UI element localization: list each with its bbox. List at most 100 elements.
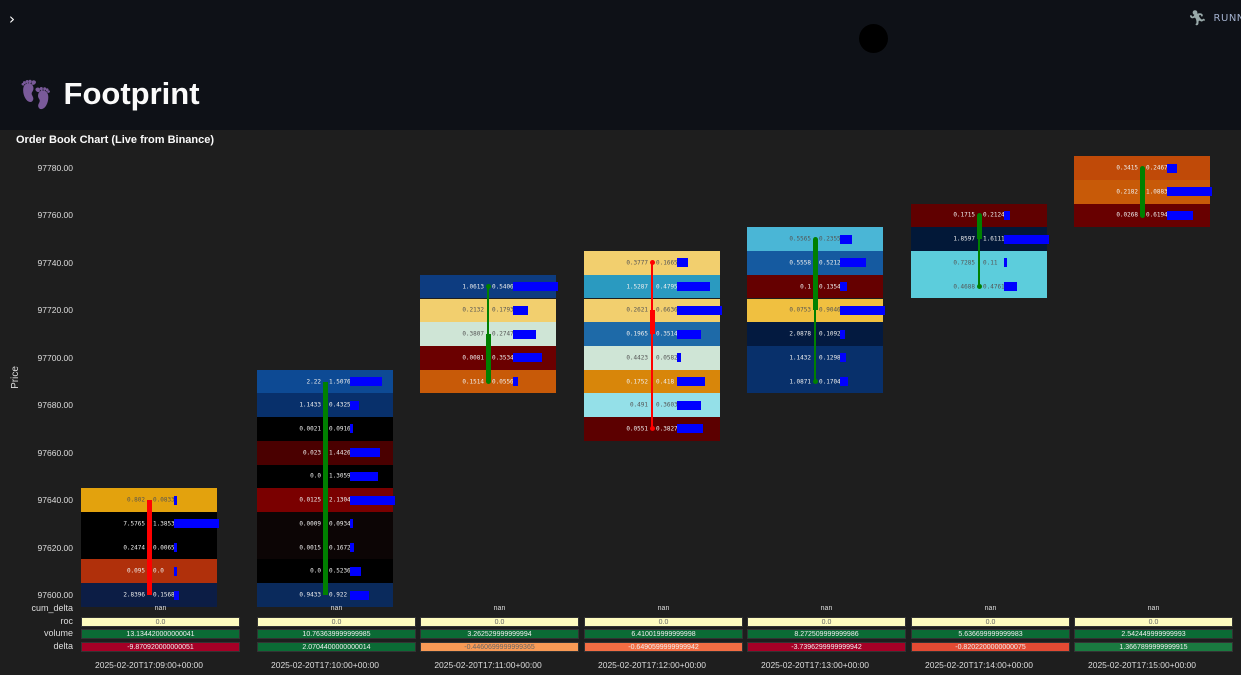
buy-volume: 1.0613 [462, 283, 484, 291]
sell-volume: 0.2467 [1146, 164, 1168, 172]
table-cell-delta: 2.0704400000000014 [257, 642, 416, 652]
volume-bar [1167, 163, 1178, 173]
table-cell-delta: -3.7396299999999942 [747, 642, 906, 652]
y-tick-label: 97640.00 [37, 495, 73, 506]
buy-volume: 0.0081 [462, 354, 484, 362]
table-cell-roc: 0.0 [81, 617, 240, 627]
candle-marker [485, 284, 491, 290]
page-title: 👣︎ Footprint [18, 76, 200, 111]
y-tick-label: 97740.00 [37, 257, 73, 268]
sell-volume: 0.0 [153, 567, 164, 575]
table-cell-volume: 10.763639999999985 [257, 629, 416, 639]
buy-volume: 0.0021 [299, 425, 321, 433]
sell-volume: 0.0916 [329, 425, 351, 433]
buy-volume: 0.3415 [1116, 164, 1138, 172]
sell-volume: 2.1304 [329, 496, 351, 504]
volume-bar [1004, 210, 1010, 220]
sell-volume: 0.0065 [153, 544, 175, 552]
buy-volume: 0.802 [126, 496, 145, 504]
sell-volume: 0.6636 [656, 306, 678, 314]
x-tick-label: 2025-02-20T17:15:00+00:00 [1088, 660, 1196, 670]
table-cell-delta: -0.4460699999999365 [420, 642, 579, 652]
buy-volume: 0.0753 [789, 306, 811, 314]
y-tick-label: 97720.00 [37, 305, 73, 316]
candle-wick [651, 262, 653, 429]
table-cell-volume: 13.134420000000041 [81, 629, 240, 639]
table-cell-roc: 0.0 [257, 617, 416, 627]
sell-volume: 0.922 [329, 591, 348, 599]
table-cell-cum-delta: nan [820, 605, 833, 612]
volume-bar [677, 305, 722, 315]
candle-body [1139, 168, 1145, 216]
buy-volume: 0.0268 [1116, 211, 1138, 219]
chevron-right-icon[interactable]: › [9, 10, 15, 28]
candle-marker [812, 379, 818, 385]
volume-bar [513, 377, 518, 387]
y-axis-label: Price [9, 366, 21, 389]
volume-bar [174, 566, 177, 576]
volume-bar [350, 377, 382, 387]
volume-bar [350, 448, 381, 458]
candle-body [485, 334, 491, 382]
volume-bar [350, 471, 378, 481]
sell-volume: 0.1354 [819, 283, 841, 291]
table-cell-volume: 8.272509999999986 [747, 629, 906, 639]
sell-volume: 0.2355 [819, 235, 841, 243]
table-row-label: roc [60, 616, 73, 626]
top-bar: › 🏃︎RUNNING... [0, 0, 1241, 60]
y-tick-label: 97660.00 [37, 447, 73, 458]
volume-bar [1004, 282, 1018, 292]
buy-volume: 0.1715 [953, 211, 975, 219]
table-cell-cum-delta: nan [984, 605, 997, 612]
cursor-dot [859, 24, 888, 53]
sell-volume: 0.0582 [656, 354, 678, 362]
buy-volume: 0.5558 [789, 259, 811, 267]
buy-volume: 0.3777 [626, 259, 648, 267]
sell-volume: 0.2124 [983, 211, 1005, 219]
volume-bar [513, 305, 528, 315]
sell-volume: 1.4426 [329, 449, 351, 457]
volume-bar [677, 353, 681, 363]
footprints-icon: 👣︎ [18, 79, 54, 110]
footprint-cell: 0.9433 0.922 [257, 583, 393, 607]
candle-body [812, 239, 818, 311]
sell-volume: 0.3534 [492, 354, 514, 362]
sell-volume: 0.1092 [819, 330, 841, 338]
buy-volume: 7.5765 [123, 520, 145, 528]
sell-volume: 0.9046 [819, 306, 841, 314]
buy-volume: 2.22 [306, 378, 321, 385]
candle-wick [978, 215, 980, 287]
table-cell-volume: 6.410019999999998 [584, 629, 743, 639]
buy-volume: 0.491 [629, 401, 648, 409]
buy-volume: 0.1514 [462, 378, 484, 385]
table-cell-cum-delta: nan [493, 605, 506, 612]
table-cell-roc: 0.0 [420, 617, 579, 627]
volume-bar [1004, 258, 1008, 268]
buy-volume: 0.2474 [123, 544, 145, 552]
sell-volume: 0.0934 [329, 520, 351, 528]
sell-volume: 0.4325 [329, 401, 351, 409]
candle-marker [976, 212, 982, 218]
table-cell-cum-delta: nan [154, 605, 167, 612]
buy-volume: 1.5287 [626, 283, 648, 291]
table-row-label: volume [43, 628, 73, 638]
volume-bar [350, 590, 370, 600]
y-tick-label: 97680.00 [37, 400, 73, 411]
sell-volume: 0.5212 [819, 259, 841, 267]
y-tick-label: 97700.00 [37, 352, 73, 363]
volume-bar [840, 234, 852, 244]
buy-volume: 0.2182 [1116, 188, 1138, 196]
x-tick-label: 2025-02-20T17:10:00+00:00 [271, 660, 379, 670]
sell-volume: 1.3853 [153, 520, 175, 528]
footprint-cell: 2.22 1.5076 [257, 369, 393, 394]
sell-volume: 0.11 [983, 259, 998, 267]
volume-bar [677, 424, 703, 434]
sell-volume: 0.1793 [492, 306, 514, 314]
y-tick-label: 97760.00 [37, 210, 73, 221]
candle-marker [649, 426, 655, 432]
volume-bar [677, 258, 689, 268]
buy-volume: 1.8597 [953, 235, 975, 243]
buy-volume: 0.2621 [626, 306, 648, 314]
volume-bar [174, 543, 177, 553]
buy-volume: 0.0015 [299, 544, 321, 552]
